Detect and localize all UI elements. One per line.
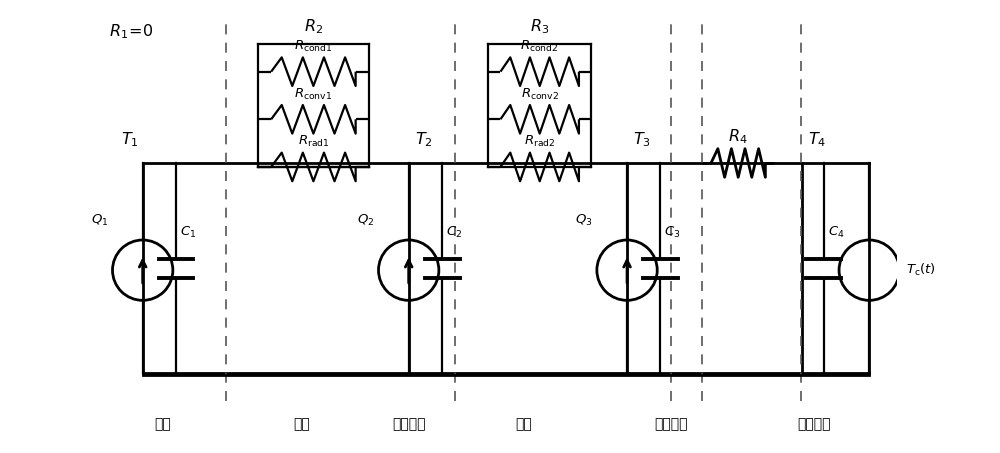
Text: $Q_1$: $Q_1$ [91,213,109,228]
Text: $R_1\!=\!0$: $R_1\!=\!0$ [109,23,153,41]
Text: $R_4$: $R_4$ [728,127,748,145]
Text: $R_2$: $R_2$ [304,17,323,36]
Text: 低压绕组: 低压绕组 [392,417,425,431]
Text: $Q_2$: $Q_2$ [357,213,375,228]
Text: 高压绕组: 高压绕组 [654,417,687,431]
Text: $R_{\rm rad2}$: $R_{\rm rad2}$ [524,135,555,149]
Text: $C_1$: $C_1$ [180,225,196,241]
Text: 气道: 气道 [293,417,310,431]
Text: 铁心: 铁心 [154,417,171,431]
Text: $T_1$: $T_1$ [121,130,139,149]
Text: $R_{\rm cond2}$: $R_{\rm cond2}$ [520,39,559,54]
Text: $T_2$: $T_2$ [415,130,433,149]
Text: $R_{\rm conv2}$: $R_{\rm conv2}$ [521,87,559,102]
Text: $C_2$: $C_2$ [446,225,462,241]
Text: $R_{\rm conv1}$: $R_{\rm conv1}$ [294,87,333,102]
Text: $T_{\rm c}(t)$: $T_{\rm c}(t)$ [906,262,936,278]
Text: $R_{\rm rad1}$: $R_{\rm rad1}$ [298,135,329,149]
Text: $R_3$: $R_3$ [530,17,549,36]
Text: $Q_3$: $Q_3$ [575,213,593,228]
Text: 气道: 气道 [515,417,532,431]
Text: 周围环境: 周围环境 [797,417,830,431]
Text: $C_3$: $C_3$ [664,225,681,241]
Text: $T_3$: $T_3$ [633,130,651,149]
Text: $R_{\rm cond1}$: $R_{\rm cond1}$ [294,39,333,54]
Text: $C_4$: $C_4$ [828,225,844,241]
Text: $T_4$: $T_4$ [808,130,826,149]
